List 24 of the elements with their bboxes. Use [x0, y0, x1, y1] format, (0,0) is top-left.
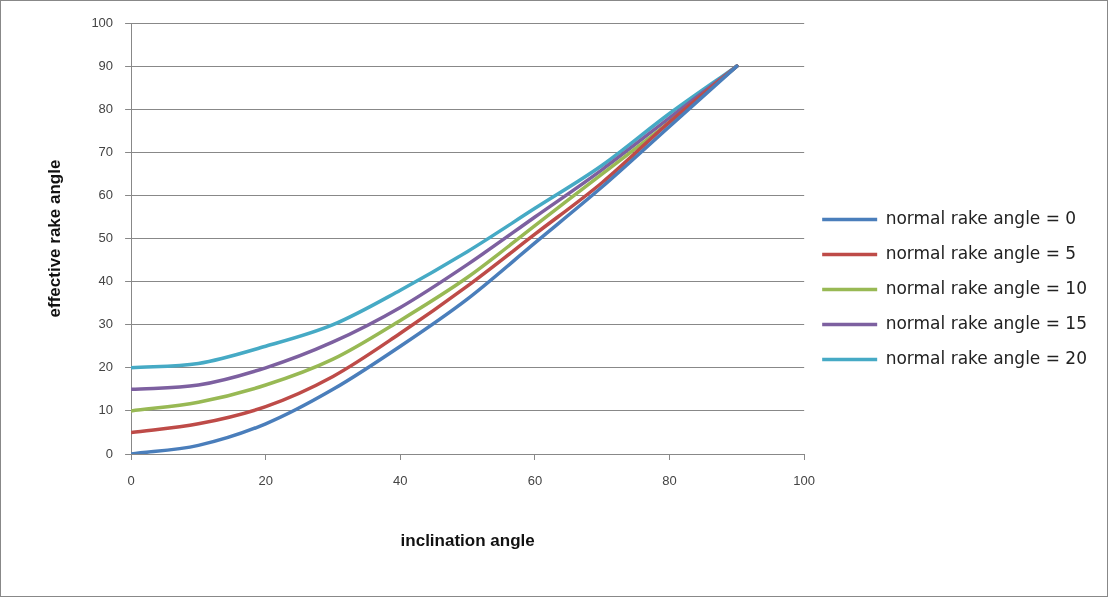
x-tick-label: 20: [258, 473, 273, 489]
x-tick-label: 100: [793, 473, 816, 489]
x-tick-label: 60: [527, 473, 543, 489]
legend-label: normal rake angle = 15: [885, 312, 1087, 333]
x-axis-title: inclination angle: [400, 531, 535, 551]
y-axis-title: effective rake angle: [44, 159, 64, 318]
x-tick-label: 80: [662, 473, 677, 489]
y-tick-label: 50: [98, 230, 114, 246]
x-tick-label: 40: [393, 473, 408, 489]
y-tick-label: 100: [91, 14, 114, 30]
legend-label: normal rake angle = 10: [885, 277, 1087, 298]
legend-label: normal rake angle = 5: [885, 242, 1077, 263]
y-tick-label: 90: [98, 57, 114, 73]
y-tick-label: 20: [98, 359, 114, 375]
y-tick-label: 0: [105, 445, 114, 461]
y-tick-label: 80: [98, 100, 114, 116]
y-tick-label: 40: [98, 273, 114, 289]
y-tick-label: 60: [98, 186, 114, 202]
legend-label: normal rake angle = 20: [885, 347, 1087, 368]
x-tick-label: 0: [127, 473, 135, 489]
legend-label: normal rake angle = 0: [885, 207, 1077, 228]
y-tick-label: 10: [98, 402, 114, 418]
y-tick-label: 70: [98, 143, 114, 159]
y-tick-label: 30: [98, 316, 114, 332]
